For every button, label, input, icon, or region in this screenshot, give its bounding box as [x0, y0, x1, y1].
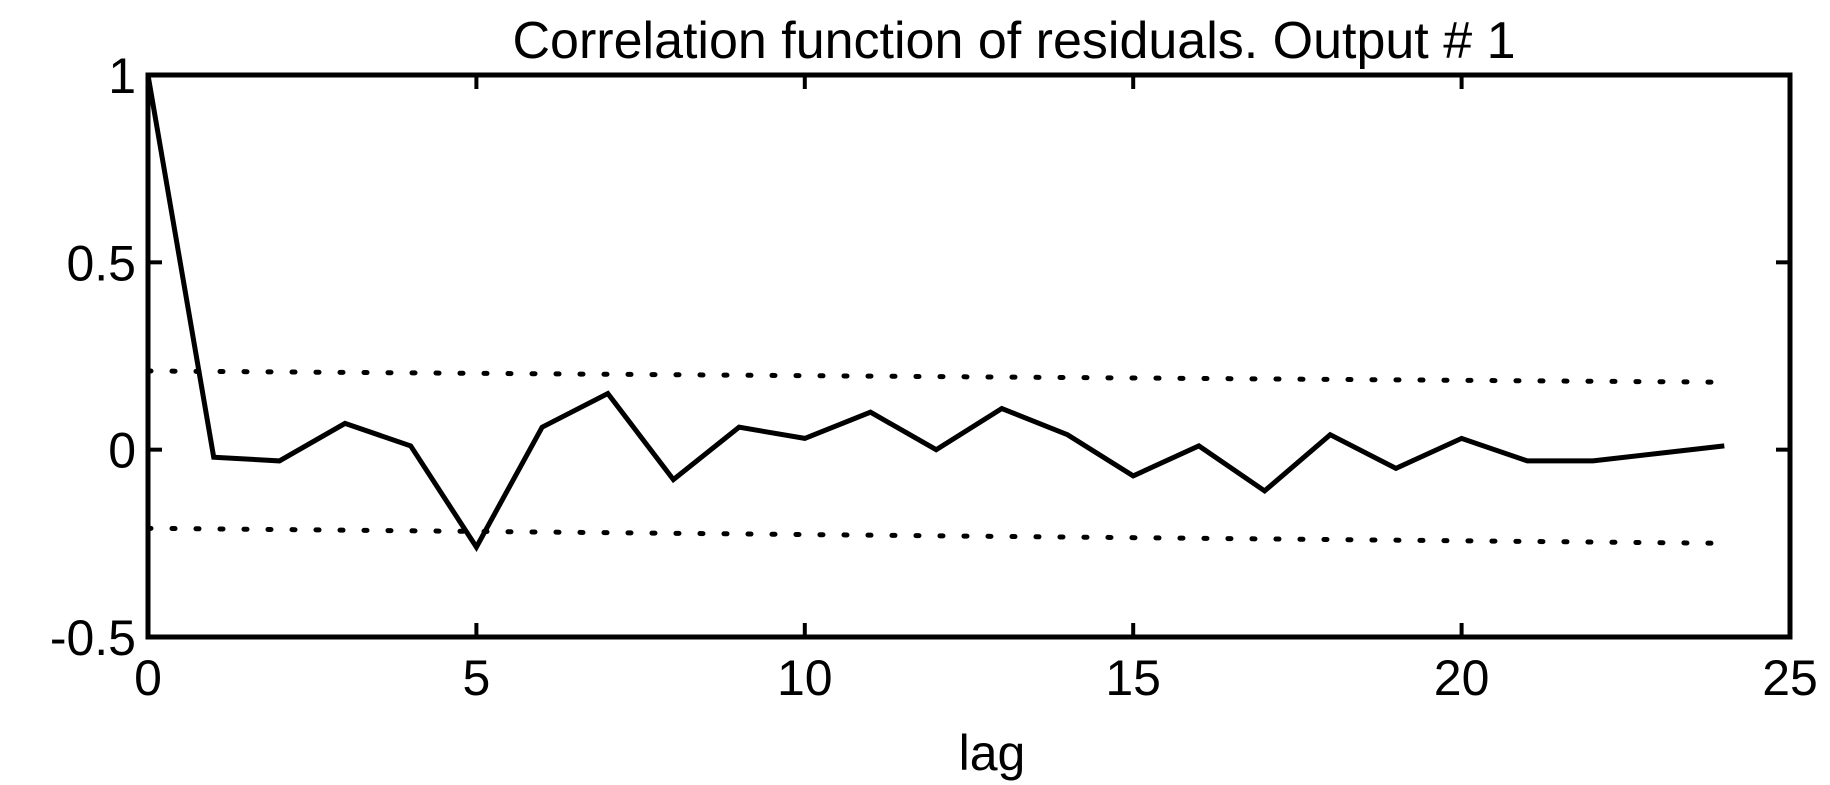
x-tick-label: 20	[1434, 650, 1490, 706]
chart-title: Correlation function of residuals. Outpu…	[512, 12, 1515, 70]
x-axis-label: lag	[959, 725, 1026, 781]
y-tick-label: 0	[108, 423, 136, 479]
x-tick-label: 0	[134, 650, 162, 706]
x-tick-label: 15	[1105, 650, 1161, 706]
y-tick-label: -0.5	[50, 610, 136, 666]
plot-frame	[145, 72, 1793, 640]
residual-correlation-line	[145, 74, 1725, 552]
plot-area: 0 5 10 15 20 25-0.500.51	[50, 48, 1818, 706]
y-tick-label: 1	[108, 48, 136, 104]
x-tick-label: 25	[1762, 650, 1818, 706]
y-tick-label: 0.5	[66, 235, 136, 291]
x-tick-label: 5	[462, 650, 490, 706]
confidence-bound-line	[145, 525, 1727, 546]
confidence-bound-line	[145, 368, 1727, 385]
x-tick-label: 10	[777, 650, 833, 706]
